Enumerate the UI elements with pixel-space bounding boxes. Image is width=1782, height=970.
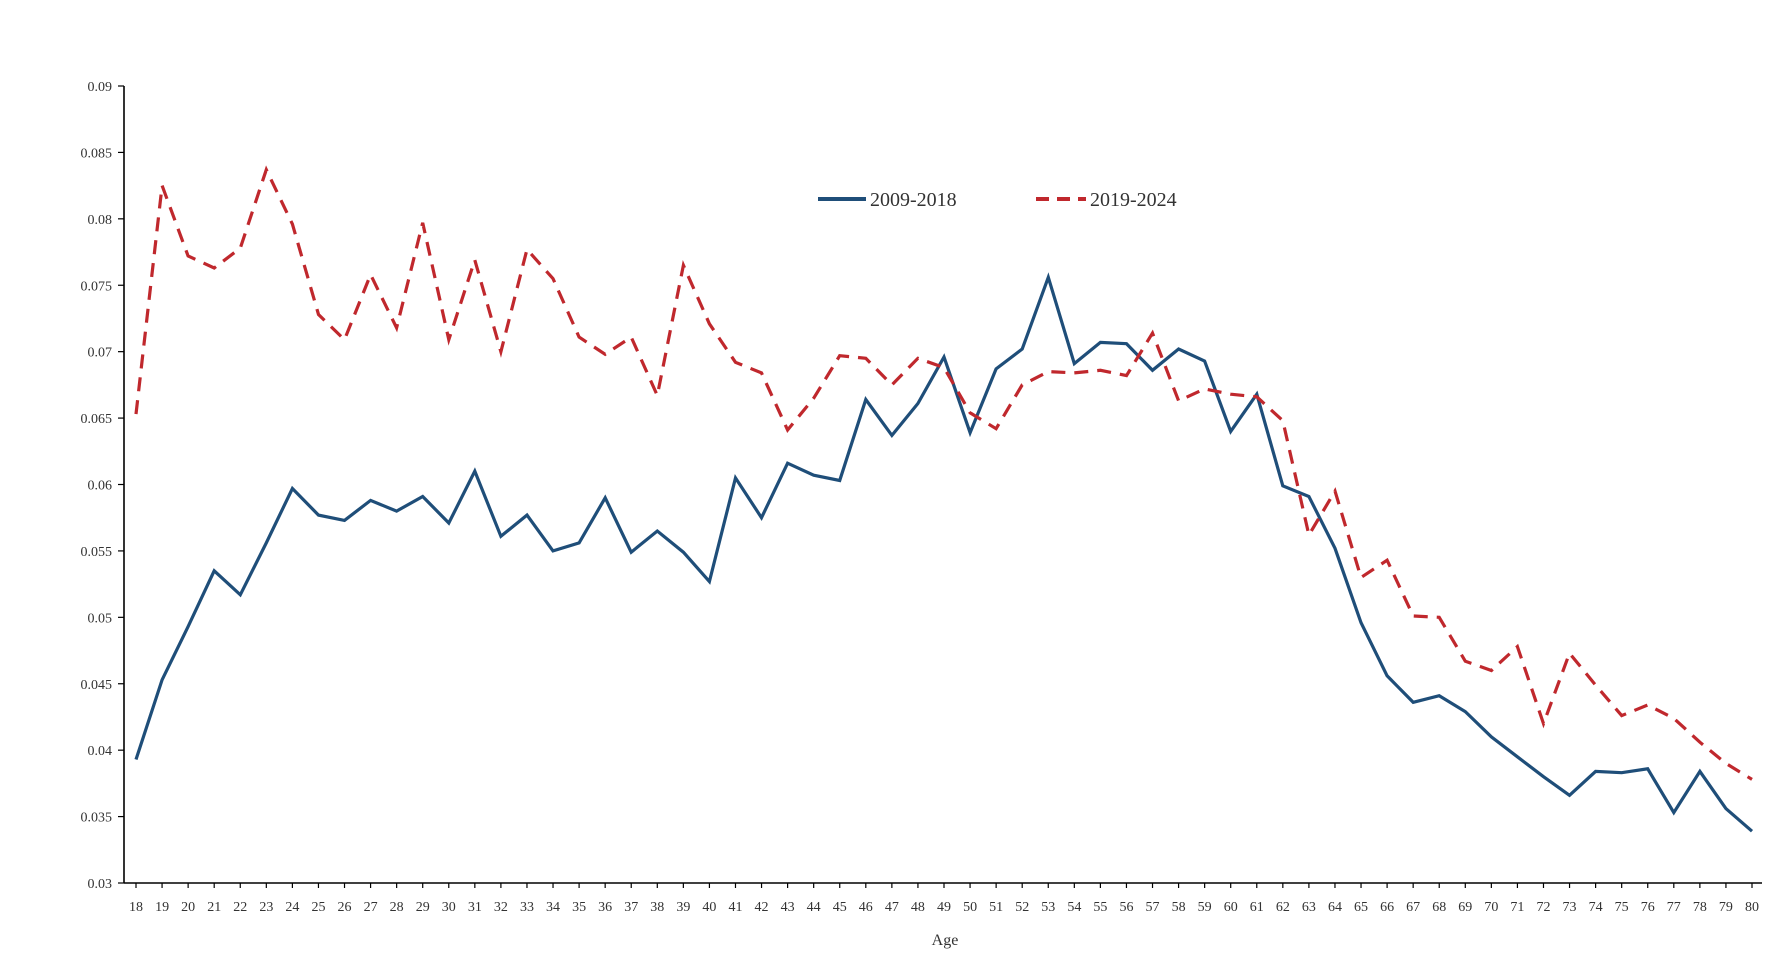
x-tick-label: 23	[259, 900, 273, 915]
x-tick-label: 54	[1067, 900, 1081, 915]
x-tick-label: 62	[1276, 900, 1290, 915]
x-tick-label: 58	[1172, 900, 1186, 915]
x-tick-label: 64	[1328, 900, 1342, 915]
x-tick-label: 38	[650, 900, 664, 915]
x-tick-label: 20	[181, 900, 195, 915]
x-tick-label: 29	[416, 900, 430, 915]
x-tick-label: 73	[1563, 900, 1577, 915]
x-tick-label: 24	[285, 900, 299, 915]
legend-label-2009-2018: 2009-2018	[870, 189, 957, 211]
x-tick-label: 65	[1354, 900, 1368, 915]
x-tick-label: 39	[676, 900, 690, 915]
x-tick-label: 25	[311, 900, 325, 915]
x-tick-label: 75	[1615, 900, 1629, 915]
x-tick-label: 59	[1198, 900, 1212, 915]
x-tick-label: 27	[364, 900, 378, 915]
y-tick-label: 0.085	[81, 146, 113, 161]
x-tick-label: 79	[1719, 900, 1733, 915]
x-tick-label: 80	[1745, 900, 1759, 915]
x-tick-label: 60	[1224, 900, 1238, 915]
x-tick-label: 78	[1693, 900, 1707, 915]
x-tick-label: 19	[155, 900, 169, 915]
x-tick-label: 36	[598, 900, 612, 915]
x-tick-label: 34	[546, 900, 560, 915]
x-tick-label: 63	[1302, 900, 1316, 915]
x-tick-label: 48	[911, 900, 925, 915]
y-tick-label: 0.065	[81, 412, 113, 427]
y-axis: 0.03 0.035 0.04 0.045 0.05 0.055 0.06 0.065 0.07…	[81, 80, 125, 892]
x-tick-label: 45	[833, 900, 847, 915]
y-tick-label: 0.03	[88, 877, 113, 892]
x-tick-label: 57	[1146, 900, 1160, 915]
x-tick-label: 55	[1093, 900, 1107, 915]
x-tick-label: 56	[1119, 900, 1133, 915]
x-tick-label: 35	[572, 900, 586, 915]
x-tick-label: 18	[129, 900, 143, 915]
y-tick-label: 0.07	[88, 346, 113, 361]
x-tick-label: 41	[728, 900, 742, 915]
x-tick-label: 26	[338, 900, 352, 915]
y-tick-label: 0.05	[88, 611, 113, 626]
x-tick-label: 67	[1406, 900, 1420, 915]
x-tick-label: 76	[1641, 900, 1655, 915]
x-tick-label: 53	[1041, 900, 1055, 915]
x-tick-label: 22	[233, 900, 247, 915]
legend-label-2019-2024: 2019-2024	[1090, 189, 1177, 211]
x-tick-label: 70	[1484, 900, 1498, 915]
series-line-2019-2024	[134, 165, 1753, 781]
x-tick-label: 51	[989, 900, 1003, 915]
y-tick-label: 0.08	[88, 213, 113, 228]
y-tick-label: 0.09	[88, 80, 113, 95]
x-axis-title: Age	[932, 932, 959, 949]
series-line-2009-2018	[134, 272, 1754, 833]
x-tick-label: 28	[390, 900, 404, 915]
x-tick-label: 33	[520, 900, 534, 915]
series-lines	[134, 165, 1754, 833]
x-tick-label: 31	[468, 900, 482, 915]
x-tick-label: 50	[963, 900, 977, 915]
x-tick-label: 74	[1589, 900, 1603, 915]
x-tick-label: 69	[1458, 900, 1472, 915]
x-tick-label: 77	[1667, 900, 1681, 915]
x-tick-label: 32	[494, 900, 508, 915]
x-tick-label: 42	[755, 900, 769, 915]
x-tick-label: 72	[1536, 900, 1550, 915]
x-tick-label: 68	[1432, 900, 1446, 915]
y-tick-label: 0.035	[81, 811, 113, 826]
y-tick-label: 0.045	[81, 678, 113, 693]
x-tick-label: 21	[207, 900, 221, 915]
y-tick-label: 0.075	[81, 279, 113, 294]
x-tick-label: 40	[702, 900, 716, 915]
x-tick-label: 37	[624, 900, 638, 915]
y-tick-label: 0.055	[81, 545, 113, 560]
x-tick-label: 52	[1015, 900, 1029, 915]
x-tick-label: 43	[781, 900, 795, 915]
x-tick-label: 47	[885, 900, 899, 915]
y-tick-label: 0.06	[88, 479, 113, 494]
x-tick-label: 71	[1510, 900, 1524, 915]
x-tick-label: 46	[859, 900, 873, 915]
x-tick-label: 61	[1250, 900, 1264, 915]
x-tick-label: 44	[807, 900, 821, 915]
x-tick-label: 30	[442, 900, 456, 915]
x-tick-label: 66	[1380, 900, 1394, 915]
legend: 2009-2018 2019-2024	[818, 189, 1177, 211]
y-tick-label: 0.04	[88, 744, 113, 759]
x-tick-label: 49	[937, 900, 951, 915]
x-axis: 18 19 20 21 22 23 24 25 26 27 28 29 30 31 32 33 34 35 36 37…	[124, 882, 1762, 915]
